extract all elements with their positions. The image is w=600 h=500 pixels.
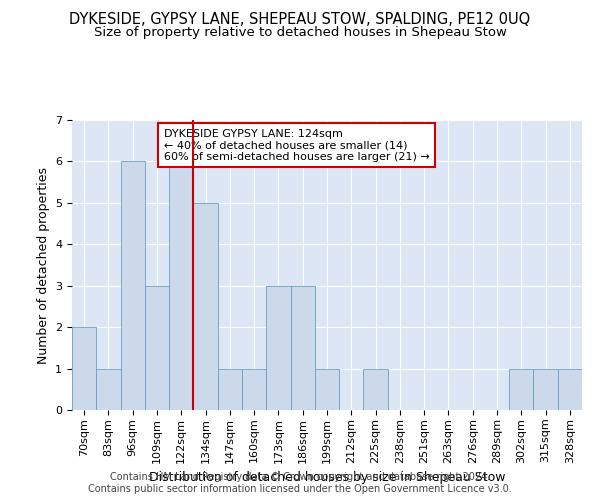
Bar — [72, 327, 96, 410]
Bar — [315, 368, 339, 410]
Bar — [242, 368, 266, 410]
Bar — [533, 368, 558, 410]
Text: DYKESIDE, GYPSY LANE, SHEPEAU STOW, SPALDING, PE12 0UQ: DYKESIDE, GYPSY LANE, SHEPEAU STOW, SPAL… — [70, 12, 530, 28]
Bar — [364, 368, 388, 410]
Bar — [121, 162, 145, 410]
Bar — [558, 368, 582, 410]
Bar — [266, 286, 290, 410]
X-axis label: Distribution of detached houses by size in Shepeau Stow: Distribution of detached houses by size … — [149, 471, 505, 484]
Bar — [290, 286, 315, 410]
Bar — [96, 368, 121, 410]
Bar — [169, 162, 193, 410]
Text: Size of property relative to detached houses in Shepeau Stow: Size of property relative to detached ho… — [94, 26, 506, 39]
Y-axis label: Number of detached properties: Number of detached properties — [37, 166, 50, 364]
Bar — [145, 286, 169, 410]
Text: Contains HM Land Registry data © Crown copyright and database right 2024.
Contai: Contains HM Land Registry data © Crown c… — [88, 472, 512, 494]
Bar — [509, 368, 533, 410]
Text: DYKESIDE GYPSY LANE: 124sqm
← 40% of detached houses are smaller (14)
60% of sem: DYKESIDE GYPSY LANE: 124sqm ← 40% of det… — [164, 128, 430, 162]
Bar — [193, 203, 218, 410]
Bar — [218, 368, 242, 410]
